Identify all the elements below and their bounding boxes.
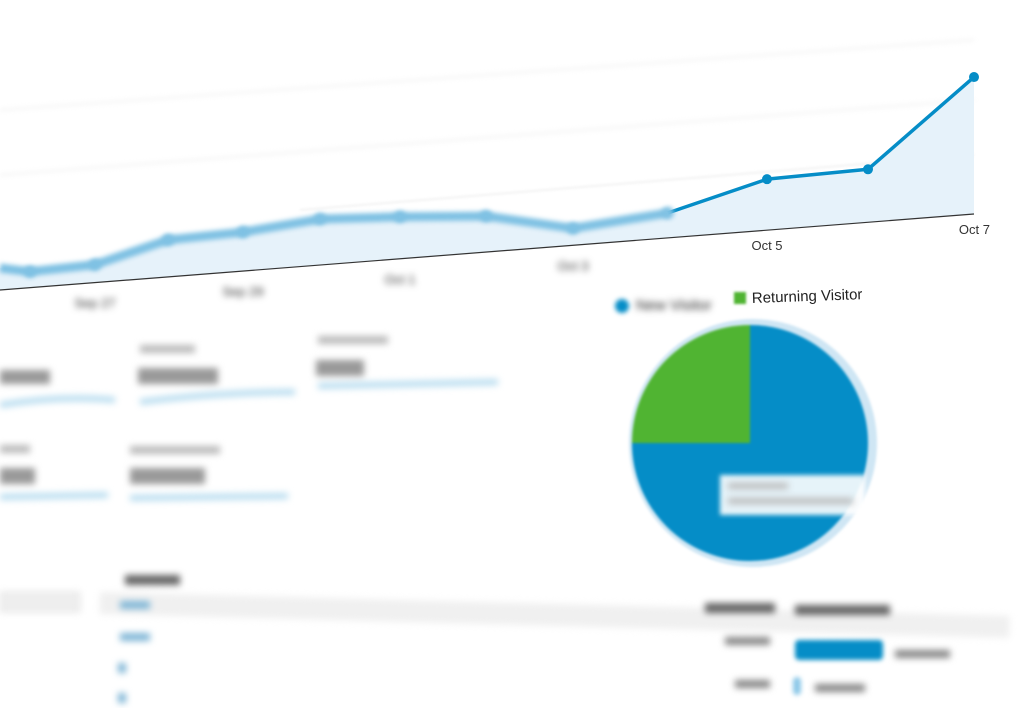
metric-label — [318, 336, 388, 344]
table-header — [125, 575, 180, 585]
tooltip-text — [728, 483, 788, 489]
data-table — [0, 575, 1010, 703]
gridline — [0, 39, 975, 111]
metric-value — [138, 368, 218, 384]
data-point[interactable] — [567, 222, 579, 235]
table-row-link[interactable] — [118, 663, 126, 673]
data-point[interactable] — [162, 233, 174, 246]
metric-sparkline — [129, 493, 289, 501]
x-tick-label: Oct 5 — [751, 238, 782, 253]
metric-value — [316, 360, 364, 376]
gridline — [299, 154, 975, 211]
x-tick-label: Oct 3 — [557, 258, 588, 273]
legend-label-returning: Returning Visitor — [752, 286, 863, 307]
data-point[interactable] — [24, 265, 36, 278]
area-fill — [0, 77, 974, 290]
table-cell — [815, 684, 865, 692]
pie-legend: New Visitor Returning Visitor — [615, 286, 863, 314]
pie-chart — [629, 319, 877, 567]
table-filter[interactable] — [0, 591, 81, 613]
pie-slice-returning-visitor[interactable] — [632, 325, 750, 443]
table-cell — [725, 637, 770, 645]
metric-label — [0, 445, 30, 453]
metric-value — [0, 468, 35, 484]
table-cell — [735, 680, 770, 688]
gridline — [0, 99, 975, 176]
share-bar — [793, 677, 801, 695]
gridlines — [0, 39, 975, 211]
metric-sparkline — [0, 492, 109, 500]
data-point[interactable] — [394, 210, 406, 223]
x-tick-label: Sep 29 — [222, 284, 263, 299]
metric-cards — [0, 336, 499, 501]
metric-sparkline — [139, 389, 296, 405]
data-point[interactable] — [314, 213, 326, 226]
metric-value — [0, 370, 50, 384]
data-point[interactable] — [480, 210, 492, 223]
series-line-blurred — [0, 208, 669, 277]
x-axis — [0, 213, 975, 291]
x-tick-label: Oct 1 — [384, 272, 415, 287]
table-row-link[interactable] — [120, 633, 150, 641]
legend-marker-returning — [734, 292, 746, 304]
column-header-sessions — [705, 603, 775, 613]
table-cell — [895, 650, 950, 658]
share-bar — [795, 640, 883, 660]
metric-sparkline — [0, 395, 116, 408]
data-point[interactable] — [237, 226, 249, 239]
x-tick-label: Oct 7 — [959, 222, 990, 237]
tooltip-text — [728, 498, 853, 504]
data-point[interactable] — [89, 258, 101, 271]
table-header-row — [99, 591, 1010, 638]
x-tick-label: Sep 27 — [74, 296, 115, 311]
metric-label — [130, 446, 220, 454]
legend-label-new: New Visitor — [636, 297, 712, 314]
data-point[interactable] — [969, 72, 979, 83]
data-point[interactable] — [863, 164, 873, 175]
data-point[interactable] — [662, 206, 674, 219]
metric-value — [130, 468, 205, 484]
table-row-link[interactable] — [120, 601, 150, 609]
metric-sparkline — [317, 379, 499, 389]
metric-label — [140, 345, 195, 353]
pie-tooltip — [720, 475, 865, 515]
legend-marker-new — [615, 299, 629, 313]
table-row-link[interactable] — [118, 693, 126, 703]
series-line — [667, 75, 976, 215]
data-point[interactable] — [762, 174, 772, 185]
column-header-share — [795, 605, 890, 615]
